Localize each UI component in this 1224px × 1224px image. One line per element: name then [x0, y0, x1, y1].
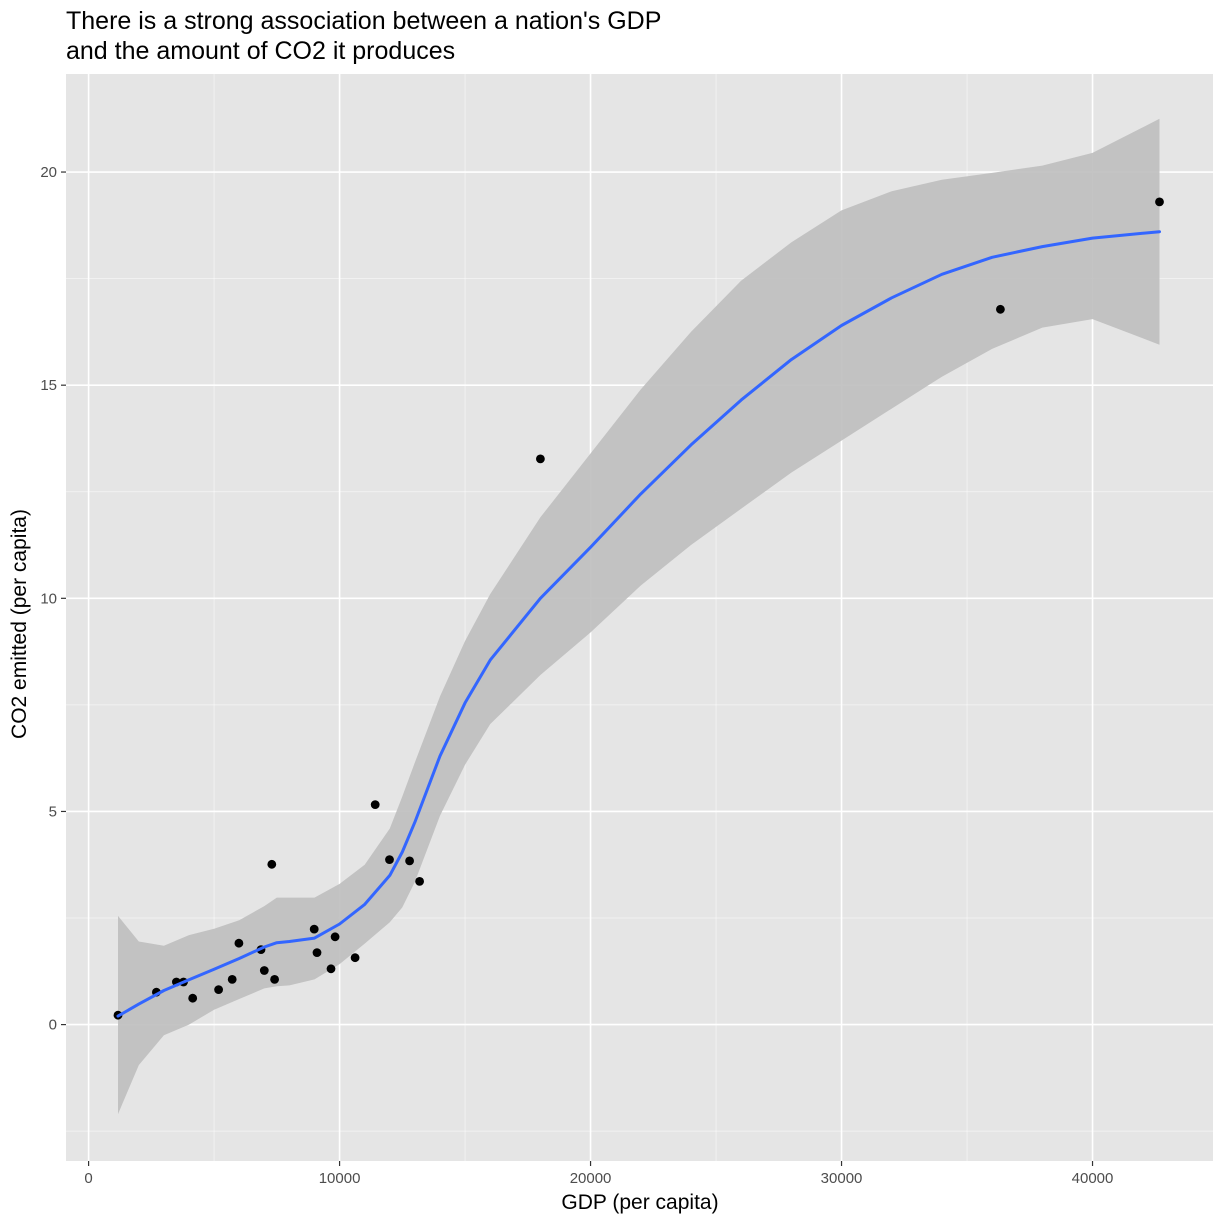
data-point: [330, 932, 340, 942]
chart-title-line-2: and the amount of CO2 it produces: [66, 37, 455, 65]
y-axis-title: CO2 emitted (per capita): [8, 509, 31, 739]
x-tick-label: 0: [84, 1170, 92, 1187]
smooth-line: [116, 230, 1161, 1018]
data-point: [188, 993, 198, 1003]
y-tick-label: 20: [40, 164, 57, 181]
x-tick-label: 40000: [1072, 1170, 1114, 1187]
x-axis: 0 10000 20000 30000 40000: [84, 1161, 1113, 1187]
y-axis: 0 5 10 15 20: [40, 164, 66, 1034]
data-point: [259, 966, 269, 975]
y-tick-label: 5: [49, 803, 57, 820]
chart-title: There is a strong association between a …: [66, 7, 661, 65]
data-point: [326, 964, 336, 974]
y-tick-label: 10: [40, 590, 57, 607]
x-tick-label: 20000: [570, 1170, 612, 1187]
y-tick-label: 0: [49, 1017, 57, 1034]
data-point: [312, 948, 322, 957]
data-point: [214, 985, 224, 994]
data-point: [350, 953, 360, 963]
data-point: [267, 859, 277, 869]
data-point: [1155, 197, 1164, 207]
data-point: [227, 975, 237, 984]
data-point: [415, 877, 424, 886]
confidence-band: [118, 118, 1160, 1115]
x-tick-label: 10000: [319, 1170, 361, 1187]
data-point: [309, 924, 319, 934]
x-tick-label: 30000: [821, 1170, 863, 1187]
x-axis-title: GDP (per capita): [561, 1191, 718, 1214]
data-point: [536, 454, 545, 464]
data-point: [385, 855, 394, 864]
data-point: [996, 304, 1005, 314]
chart-title-line-1: There is a strong association between a …: [66, 7, 661, 35]
data-point: [405, 856, 414, 866]
data-point: [270, 975, 279, 984]
data-point: [370, 800, 380, 809]
y-tick-label: 15: [40, 377, 57, 394]
data-point: [234, 938, 244, 948]
